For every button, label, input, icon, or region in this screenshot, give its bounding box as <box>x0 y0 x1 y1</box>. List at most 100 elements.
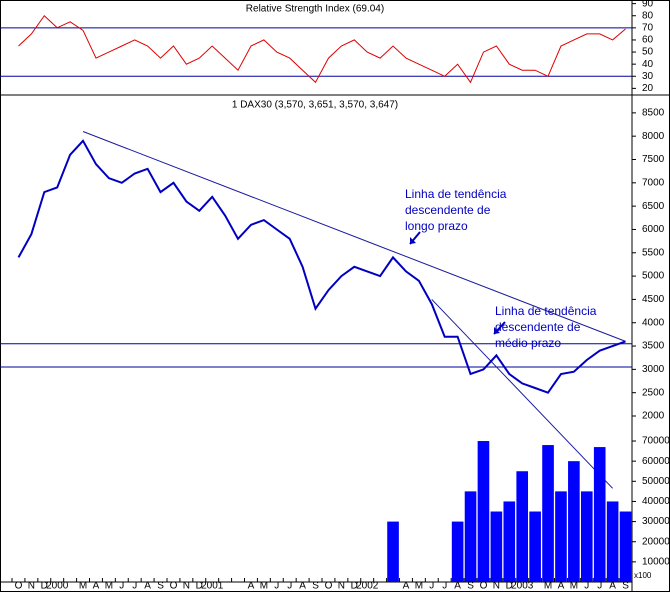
x-tick-label: O <box>170 581 178 592</box>
bar <box>542 445 554 582</box>
bar <box>593 447 606 582</box>
unit-label: x100 <box>634 571 652 580</box>
y-tick-label: 50000 <box>642 476 670 487</box>
x-tick-label: A <box>299 581 306 592</box>
x-tick-label: J <box>597 581 602 592</box>
x-tick-label: J <box>274 581 279 592</box>
y-tick-label: 5000 <box>642 271 665 282</box>
y-tick-label: 50 <box>642 47 654 58</box>
x-tick-label: A <box>403 581 410 592</box>
x-tick-label: J <box>429 581 434 592</box>
y-tick-label: 60000 <box>642 456 670 467</box>
y-tick-label: 80 <box>642 10 654 21</box>
annotation-arrowhead <box>410 237 416 244</box>
annotation: médio prazo <box>495 336 561 350</box>
x-tick-label: M <box>544 581 552 592</box>
x-tick-label: M <box>415 581 423 592</box>
annotation-arrowhead <box>494 327 500 334</box>
annotation: descendente de <box>495 320 581 334</box>
x-tick-label: M <box>105 581 113 592</box>
x-tick-label: 2003 <box>511 581 534 592</box>
x-tick-label: O <box>480 581 488 592</box>
x-tick-label: N <box>493 581 500 592</box>
x-tick-label: A <box>454 581 461 592</box>
bar <box>451 521 464 582</box>
y-tick-label: 30000 <box>642 516 670 527</box>
annotation: Linha de tendência <box>405 187 507 201</box>
y-tick-label: 8000 <box>642 131 665 142</box>
data-line <box>18 14 626 84</box>
x-tick-label: J <box>132 581 137 592</box>
x-tick-label: M <box>570 581 578 592</box>
x-tick-label: N <box>338 581 345 592</box>
x-tick-label: A <box>93 581 100 592</box>
bar <box>555 491 567 582</box>
y-tick-label: 3000 <box>642 364 665 375</box>
y-tick-label: 4000 <box>642 317 665 328</box>
bar <box>464 491 477 582</box>
x-tick-label: M <box>260 581 268 592</box>
x-tick-label: J <box>287 581 292 592</box>
bar <box>568 461 580 582</box>
y-tick-label: 30 <box>642 71 654 82</box>
y-tick-label: 90 <box>642 0 654 9</box>
x-tick-label: N <box>28 581 35 592</box>
y-tick-label: 6500 <box>642 201 665 212</box>
y-tick-label: 2000 <box>642 411 665 422</box>
x-tick-label: D <box>196 581 203 592</box>
y-tick-label: 3500 <box>642 341 665 352</box>
x-tick-label: D <box>351 581 358 592</box>
trend-line <box>431 299 613 489</box>
x-tick-label: A <box>144 581 151 592</box>
annotation: descendente de <box>405 203 491 217</box>
y-tick-label: 40 <box>642 59 654 70</box>
y-tick-label: 8500 <box>642 107 665 118</box>
y-tick-label: 20000 <box>642 536 670 547</box>
y-tick-label: 20 <box>642 83 654 94</box>
x-tick-label: D <box>41 581 48 592</box>
x-tick-label: A <box>609 581 616 592</box>
x-tick-label: A <box>558 581 565 592</box>
bar <box>490 511 503 582</box>
x-tick-label: J <box>119 581 124 592</box>
y-tick-label: 60 <box>642 35 654 46</box>
price-title: 1 DAX30 (3,570, 3,651, 3,570, 3,647) <box>232 100 398 111</box>
y-tick-label: 70 <box>642 22 654 33</box>
y-tick-label: 6000 <box>642 224 665 235</box>
x-tick-label: S <box>312 581 319 592</box>
rsi-title: Relative Strength Index (69.04) <box>246 4 384 15</box>
bar <box>606 501 619 582</box>
bar <box>580 491 593 582</box>
y-tick-label: 70000 <box>642 436 670 447</box>
x-tick-label: A <box>248 581 255 592</box>
x-tick-label: M <box>79 581 87 592</box>
x-tick-label: 2001 <box>201 581 224 592</box>
y-tick-label: 40000 <box>642 496 670 507</box>
y-tick-label: 5500 <box>642 247 665 258</box>
bar <box>477 441 490 582</box>
y-tick-label: 7000 <box>642 177 665 188</box>
x-tick-label: N <box>183 581 190 592</box>
y-tick-label: 2500 <box>642 387 665 398</box>
y-tick-label: 10000 <box>642 557 670 568</box>
x-tick-label: O <box>15 581 23 592</box>
x-tick-label: 2000 <box>46 581 69 592</box>
data-line <box>17 139 626 394</box>
trend-line <box>82 131 626 342</box>
x-tick-label: S <box>622 581 629 592</box>
x-tick-label: 2002 <box>356 581 379 592</box>
x-tick-label: D <box>506 581 513 592</box>
y-tick-label: 7500 <box>642 154 665 165</box>
x-tick-label: J <box>584 581 589 592</box>
y-tick-label: 4500 <box>642 294 665 305</box>
x-tick-label: O <box>325 581 333 592</box>
bar <box>529 511 541 582</box>
annotation: longo prazo <box>405 219 468 233</box>
bar <box>516 471 529 582</box>
bar <box>387 521 399 582</box>
bar <box>619 511 632 582</box>
annotation: Linha de tendência <box>495 304 597 318</box>
x-tick-label: J <box>442 581 447 592</box>
x-tick-label: S <box>157 581 164 592</box>
